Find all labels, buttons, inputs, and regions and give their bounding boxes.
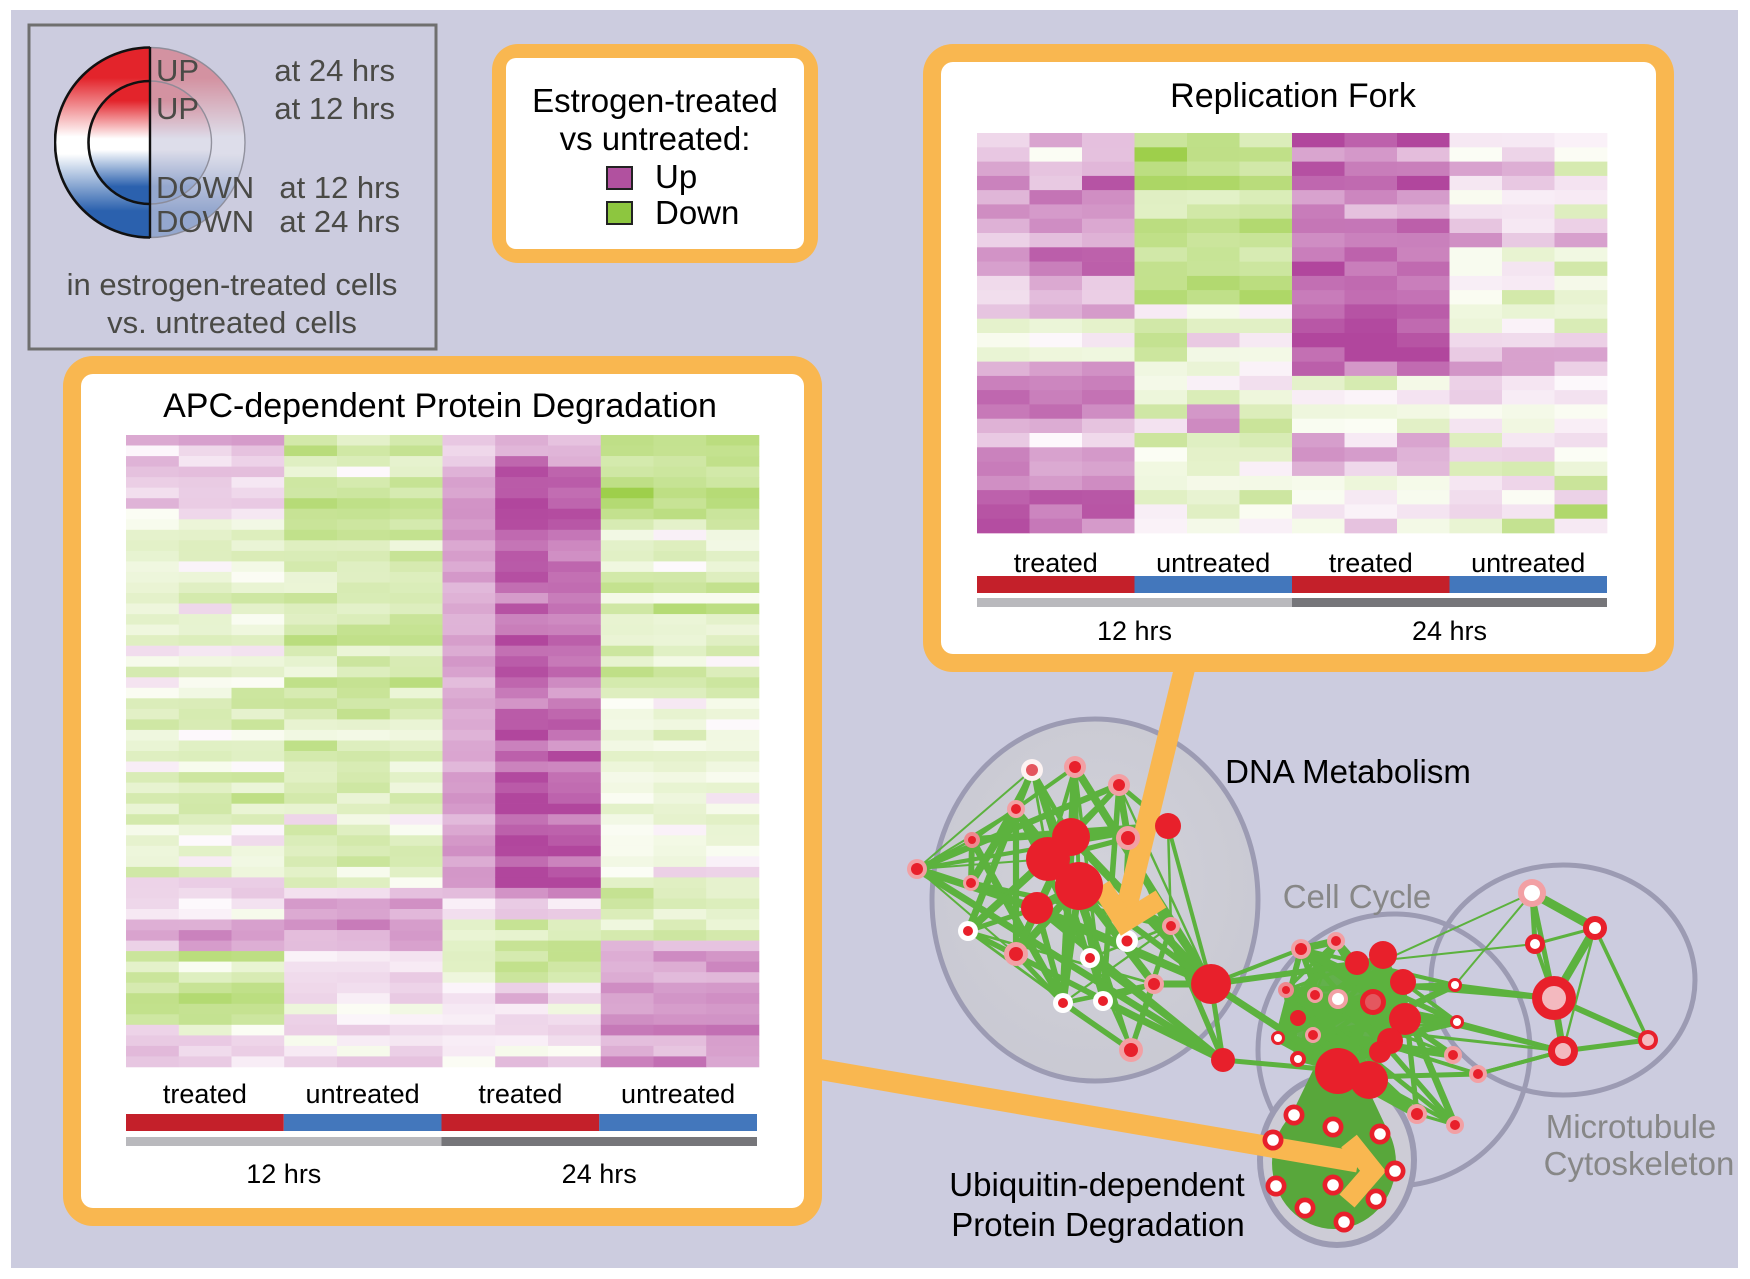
svg-text:12 hrs: 12 hrs	[246, 1159, 321, 1189]
svg-text:at 12 hrs: at 12 hrs	[274, 91, 395, 126]
svg-text:in estrogen-treated cells: in estrogen-treated cells	[67, 267, 398, 302]
svg-text:at 24 hrs: at 24 hrs	[274, 53, 395, 88]
svg-text:Cell Cycle: Cell Cycle	[1283, 878, 1432, 915]
svg-text:vs untreated:: vs untreated:	[560, 120, 751, 157]
svg-text:Replication Fork: Replication Fork	[1170, 77, 1417, 115]
svg-text:untreated: untreated	[1156, 548, 1270, 578]
svg-text:DOWN: DOWN	[156, 204, 254, 239]
svg-text:24 hrs: 24 hrs	[562, 1159, 637, 1189]
svg-text:12 hrs: 12 hrs	[1097, 616, 1172, 646]
svg-text:Up: Up	[655, 158, 697, 195]
svg-text:untreated: untreated	[1471, 548, 1585, 578]
svg-text:DNA Metabolism: DNA Metabolism	[1225, 753, 1471, 790]
svg-text:treated: treated	[163, 1079, 247, 1109]
svg-text:24 hrs: 24 hrs	[1412, 616, 1487, 646]
svg-text:Down: Down	[655, 194, 739, 231]
svg-text:APC-dependent Protein Degradat: APC-dependent Protein Degradation	[163, 387, 717, 425]
svg-text:treated: treated	[1014, 548, 1098, 578]
svg-text:Cytoskeleton: Cytoskeleton	[1544, 1145, 1735, 1182]
svg-text:at 12 hrs: at 12 hrs	[279, 170, 400, 205]
svg-text:UP: UP	[156, 53, 199, 88]
svg-text:DOWN: DOWN	[156, 170, 254, 205]
svg-text:Ubiquitin-dependent: Ubiquitin-dependent	[949, 1166, 1244, 1203]
svg-text:treated: treated	[1329, 548, 1413, 578]
svg-text:treated: treated	[478, 1079, 562, 1109]
svg-text:untreated: untreated	[306, 1079, 420, 1109]
svg-text:untreated: untreated	[621, 1079, 735, 1109]
svg-text:vs. untreated cells: vs. untreated cells	[107, 305, 357, 340]
svg-text:at 24 hrs: at 24 hrs	[279, 204, 400, 239]
svg-text:Protein Degradation: Protein Degradation	[951, 1206, 1245, 1243]
svg-text:Microtubule: Microtubule	[1546, 1108, 1717, 1145]
svg-text:UP: UP	[156, 91, 199, 126]
svg-text:Estrogen-treated: Estrogen-treated	[532, 82, 778, 119]
